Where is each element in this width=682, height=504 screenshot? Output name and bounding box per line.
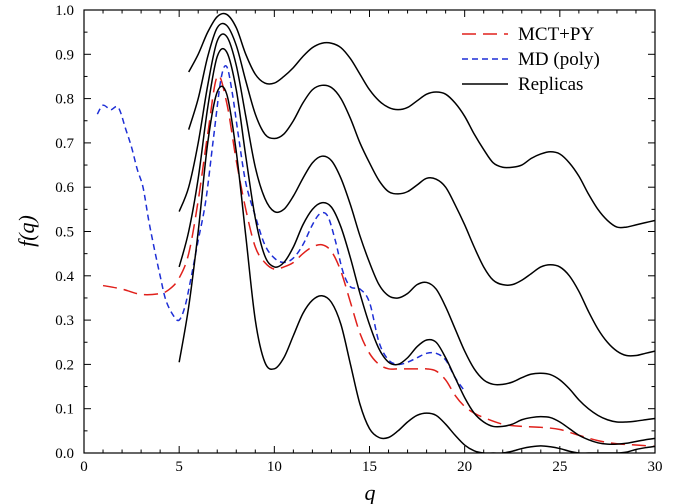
y-tick-label: 0.4 bbox=[55, 269, 74, 285]
x-axis-label: q bbox=[365, 480, 376, 504]
series-line-replicas-3 bbox=[178, 33, 655, 423]
y-tick-label: 0.3 bbox=[55, 313, 74, 329]
x-tick-label: 20 bbox=[457, 459, 472, 475]
y-tick-label: 0.8 bbox=[55, 92, 74, 108]
series-line-replicas-1 bbox=[188, 12, 655, 229]
y-tick-label: 1.0 bbox=[55, 3, 74, 19]
series-line-md-poly bbox=[96, 65, 466, 392]
series-layer bbox=[96, 12, 655, 453]
y-tick-label: 0.6 bbox=[55, 180, 74, 196]
legend-label: MCT+PY bbox=[518, 24, 594, 45]
y-axis-label: f(q) bbox=[14, 215, 39, 247]
y-axis: 0.0 0.1 0.2 0.3 0.4 0.5 0.6 0.7 0.8 0.9 1.0 bbox=[55, 3, 655, 462]
x-axis: 0 5 10 15 20 25 30 bbox=[80, 10, 663, 475]
series-line-mct-py bbox=[102, 74, 655, 448]
x-tick-label: 15 bbox=[362, 459, 377, 475]
x-tick-label: 5 bbox=[175, 459, 183, 475]
series-line-replicas-5 bbox=[178, 85, 655, 453]
y-tick-label: 0.7 bbox=[55, 136, 74, 152]
y-tick-label: 0.1 bbox=[55, 402, 74, 418]
series-line-replicas-2 bbox=[187, 22, 655, 357]
legend-label: Replicas bbox=[518, 74, 583, 95]
legend-label: MD (poly) bbox=[518, 49, 600, 70]
y-tick-label: 0.9 bbox=[55, 47, 74, 63]
x-tick-label: 10 bbox=[267, 459, 282, 475]
x-tick-label: 25 bbox=[552, 459, 567, 475]
x-tick-label: 30 bbox=[648, 459, 663, 475]
series-line-replicas-4 bbox=[178, 47, 655, 446]
legend: MCT+PY MD (poly) Replicas bbox=[462, 24, 600, 95]
x-tick-label: 0 bbox=[80, 459, 88, 475]
y-tick-label: 0.2 bbox=[55, 357, 74, 373]
y-tick-label: 0.0 bbox=[55, 446, 74, 462]
y-tick-label: 0.5 bbox=[55, 225, 74, 241]
